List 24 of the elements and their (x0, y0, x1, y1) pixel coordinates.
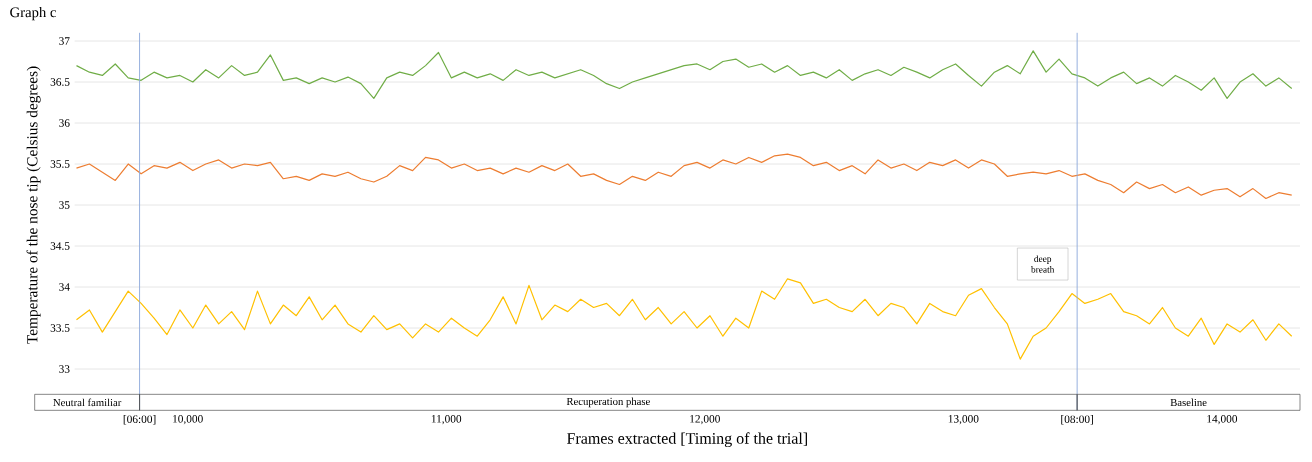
y-tick-label: 35 (59, 201, 70, 209)
x-tick-label: 10,000 (173, 415, 203, 425)
y-axis-title: Temperature of the nose tip (Celsius degrees) (26, 66, 41, 344)
text: Recuperation phase (566, 397, 650, 408)
y-tick-label: 36 (59, 119, 70, 127)
x-tick-label: 13,000 (948, 415, 979, 425)
x-tick-label: 12,000 (690, 415, 720, 425)
y-tick-label: 33.5 (50, 324, 70, 332)
annotation: deep breath (1031, 255, 1055, 273)
x-tick-label: 14,000 (1207, 415, 1238, 425)
y-tick-label: 34.5 (50, 242, 70, 250)
text: Neutral familiar (53, 398, 122, 407)
x-tick-label: [06:00] (123, 415, 156, 425)
y-tick-label: 35.5 (50, 160, 70, 168)
x-tick-label: [08:00] (1061, 415, 1093, 425)
x-tick-label: 11,000 (431, 415, 462, 425)
y-tick-label: 37 (59, 37, 70, 45)
line-series (75, 153, 1293, 200)
y-tick-label: 36.5 (50, 78, 70, 86)
chart-title: Graph c (10, 6, 56, 21)
y-tick-label: 33 (59, 365, 70, 373)
x-axis-title: Frames extracted [Timing of the trial] (567, 432, 807, 448)
y-tick-label: 34 (59, 283, 70, 291)
text: Baseline (1170, 398, 1207, 407)
